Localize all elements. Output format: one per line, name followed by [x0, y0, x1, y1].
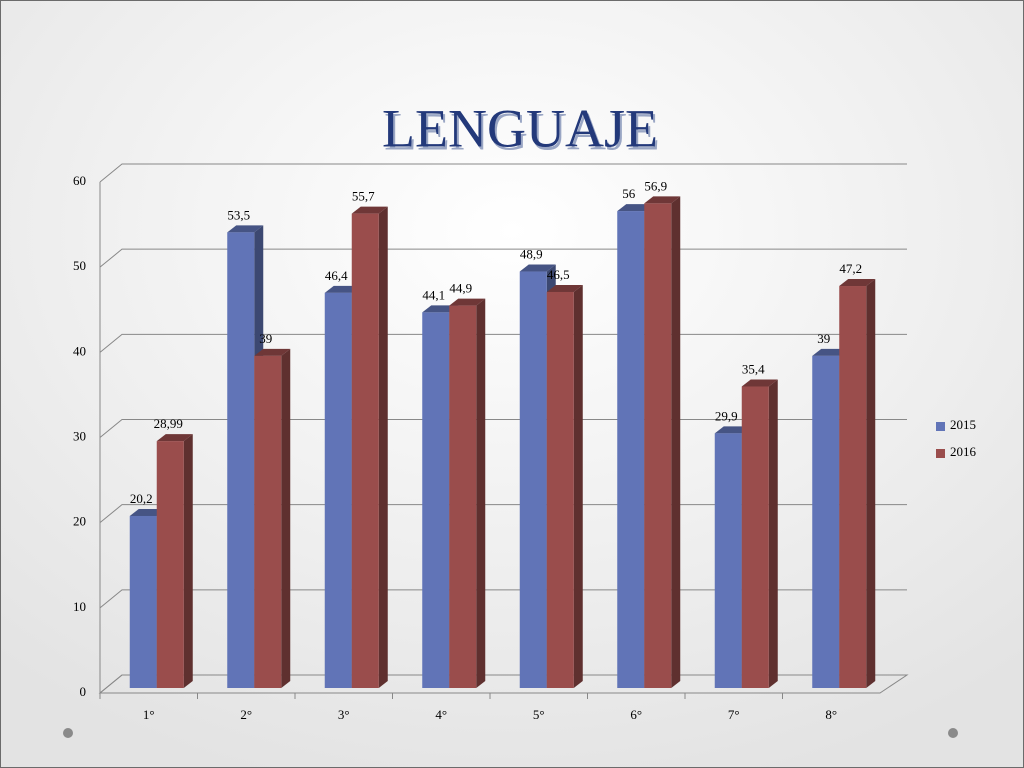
y-tick-label: 40 — [73, 343, 86, 358]
bar-top — [839, 279, 876, 287]
legend-label: 2015 — [950, 417, 976, 432]
y-tick-label: 50 — [73, 258, 86, 273]
grid-line — [99, 163, 907, 183]
bar-top — [644, 196, 681, 204]
data-label: 53,5 — [227, 207, 250, 222]
bar — [812, 355, 840, 688]
bar — [227, 232, 255, 688]
data-label: 56 — [622, 186, 636, 201]
bar — [714, 433, 742, 688]
x-tick-label: 2° — [240, 707, 252, 722]
bar — [129, 515, 157, 688]
data-label: 20,2 — [130, 491, 153, 506]
bar — [449, 305, 477, 688]
x-tick-label: 5° — [533, 707, 545, 722]
title-shadow: LENGUAJE — [384, 101, 660, 161]
y-tick-label: 60 — [73, 173, 86, 188]
bar — [422, 312, 450, 688]
data-label: 44,9 — [449, 281, 472, 296]
data-label: 29,9 — [715, 408, 738, 423]
data-label: 39 — [259, 331, 272, 346]
bar-side — [378, 206, 388, 688]
data-label: 39 — [817, 331, 830, 346]
data-label: 55,7 — [352, 189, 375, 204]
bar — [741, 386, 769, 688]
data-label: 46,5 — [547, 267, 570, 282]
plot-area: 0 10 20 30 40 50 60 1° 20,2 28,99 2° 53,5 39 3° 46,4 55… — [73, 163, 977, 722]
bar-top — [519, 264, 556, 272]
x-tick-label: 8° — [825, 707, 837, 722]
decoration — [63, 728, 73, 738]
x-tick-label: 3° — [338, 707, 350, 722]
bar — [324, 292, 352, 688]
bar-top — [449, 298, 486, 306]
bar-top — [546, 284, 583, 292]
bar-side — [768, 379, 778, 688]
bar-side — [183, 434, 193, 688]
bar-side — [476, 298, 486, 688]
legend-swatch — [936, 422, 945, 431]
y-tick-label: 30 — [73, 428, 86, 443]
bar-side — [573, 284, 583, 688]
bar — [519, 271, 547, 688]
bar — [351, 213, 379, 688]
bar-top — [227, 225, 264, 233]
bar-side — [281, 348, 291, 688]
bar-side — [671, 196, 681, 688]
x-tick-label: 6° — [630, 707, 642, 722]
data-label: 44,1 — [422, 287, 445, 302]
data-label: 56,9 — [644, 178, 667, 193]
bar — [156, 441, 184, 688]
y-tick-label: 20 — [73, 514, 86, 529]
bar — [254, 355, 282, 688]
bar — [617, 211, 645, 689]
legend-swatch — [936, 449, 945, 458]
legend-label: 2016 — [950, 444, 977, 459]
bar — [546, 291, 574, 688]
bar-top — [741, 379, 778, 387]
bar-side — [866, 279, 876, 688]
bar — [644, 203, 672, 688]
y-tick-label: 10 — [73, 599, 86, 614]
y-tick-label: 0 — [80, 684, 87, 699]
data-label: 48,9 — [520, 247, 543, 262]
decoration — [948, 728, 958, 738]
x-tick-label: 7° — [728, 707, 740, 722]
data-label: 47,2 — [839, 261, 862, 276]
bar — [839, 286, 867, 688]
data-label: 46,4 — [325, 268, 348, 283]
x-tick-label: 1° — [143, 707, 155, 722]
x-tick-label: 4° — [435, 707, 447, 722]
data-label: 28,99 — [154, 416, 183, 431]
chart-title: LENGUAJE — [382, 98, 658, 158]
bar-top — [156, 434, 193, 442]
bar-top — [351, 206, 388, 214]
data-label: 35,4 — [742, 361, 765, 376]
bar-top — [254, 348, 291, 356]
